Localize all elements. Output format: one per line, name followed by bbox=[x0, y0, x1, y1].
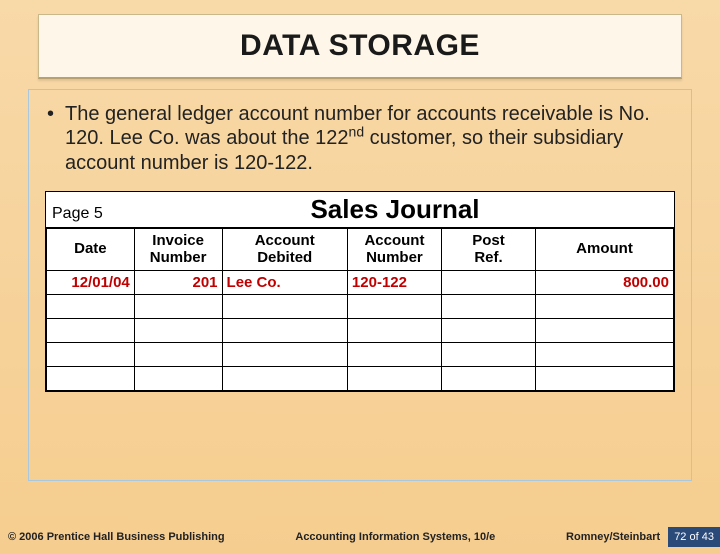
table-column-header: Date bbox=[47, 229, 135, 271]
table-cell bbox=[134, 295, 222, 319]
table-column-header: InvoiceNumber bbox=[134, 229, 222, 271]
table-cell bbox=[347, 367, 441, 391]
table-row bbox=[47, 319, 674, 343]
page-of: of bbox=[690, 531, 699, 543]
table-row: 12/01/04201Lee Co.120-122 800.00 bbox=[47, 271, 674, 295]
footer-page-number: 72 of 43 bbox=[668, 527, 720, 547]
table-column-header: AccountNumber bbox=[347, 229, 441, 271]
page-current: 72 bbox=[674, 531, 686, 543]
table-column-header: PostRef. bbox=[441, 229, 535, 271]
table-cell bbox=[347, 343, 441, 367]
table-header-row: DateInvoiceNumberAccountDebitedAccountNu… bbox=[47, 229, 674, 271]
journal-title: Sales Journal bbox=[122, 194, 668, 225]
table-row bbox=[47, 295, 674, 319]
table-cell: 800.00 bbox=[536, 271, 674, 295]
table-cell bbox=[347, 319, 441, 343]
table-cell bbox=[441, 319, 535, 343]
slide-title: DATA STORAGE bbox=[39, 29, 681, 63]
footer-author: Romney/Steinbart bbox=[566, 531, 668, 543]
title-box: DATA STORAGE bbox=[38, 14, 682, 79]
table-cell bbox=[536, 295, 674, 319]
table-cell bbox=[47, 319, 135, 343]
table-cell bbox=[222, 319, 347, 343]
table-cell: 12/01/04 bbox=[47, 271, 135, 295]
table-column-header: AccountDebited bbox=[222, 229, 347, 271]
sales-journal: Page 5 Sales Journal DateInvoiceNumberAc… bbox=[45, 191, 675, 392]
table-cell bbox=[134, 343, 222, 367]
table-cell bbox=[347, 295, 441, 319]
table-cell bbox=[222, 367, 347, 391]
table-cell bbox=[441, 343, 535, 367]
table-cell: Lee Co. bbox=[222, 271, 347, 295]
table-cell bbox=[441, 295, 535, 319]
bullet-text: The general ledger account number for ac… bbox=[43, 102, 677, 175]
table-cell bbox=[222, 343, 347, 367]
table-cell bbox=[536, 319, 674, 343]
table-row bbox=[47, 343, 674, 367]
table-cell: 201 bbox=[134, 271, 222, 295]
table-cell: 120-122 bbox=[347, 271, 441, 295]
table-cell bbox=[47, 367, 135, 391]
table-cell bbox=[134, 367, 222, 391]
page-total: 43 bbox=[702, 531, 714, 543]
journal-table: DateInvoiceNumberAccountDebitedAccountNu… bbox=[46, 228, 674, 391]
table-cell bbox=[47, 343, 135, 367]
table-cell bbox=[536, 343, 674, 367]
table-cell bbox=[47, 295, 135, 319]
footer-copyright: © 2006 Prentice Hall Business Publishing bbox=[8, 531, 225, 543]
table-column-header: Amount bbox=[536, 229, 674, 271]
footer: © 2006 Prentice Hall Business Publishing… bbox=[0, 527, 720, 547]
content-box: The general ledger account number for ac… bbox=[28, 89, 692, 481]
table-cell bbox=[536, 367, 674, 391]
footer-center: Accounting Information Systems, 10/e bbox=[225, 531, 566, 543]
table-cell bbox=[134, 319, 222, 343]
journal-header: Page 5 Sales Journal bbox=[46, 192, 674, 228]
table-cell bbox=[222, 295, 347, 319]
table-row bbox=[47, 367, 674, 391]
table-cell bbox=[441, 271, 535, 295]
table-cell bbox=[441, 367, 535, 391]
